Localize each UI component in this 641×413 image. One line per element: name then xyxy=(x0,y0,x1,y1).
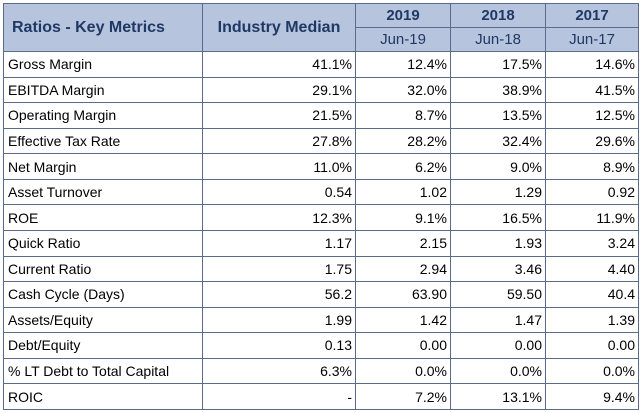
value-2017: 41.5% xyxy=(545,76,639,104)
table-row: Asset Turnover 0.54 1.02 1.29 0.92 xyxy=(3,178,639,206)
value-2019: 8.7% xyxy=(355,102,451,129)
period-header-jun-18: Jun-18 xyxy=(450,27,546,52)
value-2019: 0.00 xyxy=(355,332,451,359)
metric-label: Cash Cycle (Days) xyxy=(3,281,203,308)
metric-label: ROIC xyxy=(3,383,203,410)
metric-label: Assets/Equity xyxy=(3,306,203,334)
value-2018: 59.50 xyxy=(450,281,546,308)
value-2019: 63.90 xyxy=(355,281,451,308)
industry-median-value: 0.54 xyxy=(202,178,356,206)
metric-label: Operating Margin xyxy=(3,102,203,129)
value-2019: 32.0% xyxy=(355,76,451,104)
value-2018: 1.47 xyxy=(450,306,546,334)
value-2018: 32.4% xyxy=(450,127,546,155)
table-row: Gross Margin 41.1% 12.4% 17.5% 14.6% xyxy=(3,51,639,78)
industry-median-value: 27.8% xyxy=(202,127,356,155)
value-2019: 6.2% xyxy=(355,153,451,180)
industry-median-value: 29.1% xyxy=(202,76,356,104)
value-2018: 13.1% xyxy=(450,383,546,410)
table-row: Net Margin 11.0% 6.2% 9.0% 8.9% xyxy=(3,153,639,180)
value-2018: 13.5% xyxy=(450,102,546,129)
table-row: % LT Debt to Total Capital 6.3% 0.0% 0.0% 0.… xyxy=(3,357,639,385)
table-row: Debt/Equity 0.13 0.00 0.00 0.00 xyxy=(3,332,639,359)
value-2017: 4.40 xyxy=(545,255,639,283)
industry-median-value: 11.0% xyxy=(202,153,356,180)
value-2017: 3.24 xyxy=(545,229,639,257)
table-row: Assets/Equity 1.99 1.42 1.47 1.39 xyxy=(3,306,639,334)
table-body: Gross Margin 41.1% 12.4% 17.5% 14.6% EBITDA M… xyxy=(3,51,639,410)
header-period-row: Jun-19 Jun-18 Jun-17 xyxy=(4,27,639,52)
industry-median-value: 1.75 xyxy=(202,255,356,283)
table-title: Ratios - Key Metrics xyxy=(3,3,203,52)
value-2018: 1.29 xyxy=(450,178,546,206)
metric-label: Quick Ratio xyxy=(3,229,203,257)
value-2019: 12.4% xyxy=(355,51,451,78)
value-2018: 3.46 xyxy=(450,255,546,283)
value-2019: 0.0% xyxy=(355,357,451,385)
value-2017: 40.4 xyxy=(545,281,639,308)
table-row: Cash Cycle (Days) 56.2 63.90 59.50 40.4 xyxy=(3,281,639,308)
metric-label: Effective Tax Rate xyxy=(3,127,203,155)
value-2019: 1.42 xyxy=(355,306,451,334)
metric-label: EBITDA Margin xyxy=(3,76,203,104)
header-year-row: Ratios - Key Metrics Industry Median 201… xyxy=(3,3,639,52)
industry-median-value: 41.1% xyxy=(202,51,356,78)
value-2018: 16.5% xyxy=(450,204,546,231)
table-row: Operating Margin 21.5% 8.7% 13.5% 12.5% xyxy=(3,102,639,129)
table-row: ROIC -7.2% 13.1% 9.4% xyxy=(3,383,639,410)
industry-median-value: 1.17 xyxy=(202,229,356,257)
value-2017: 29.6% xyxy=(545,127,639,155)
industry-median-value: 56.2 xyxy=(202,281,356,308)
value-2018: 1.93 xyxy=(450,229,546,257)
value-2018: 17.5% xyxy=(450,51,546,78)
value-2019: 7.2% xyxy=(355,383,451,410)
value-2017: 11.9% xyxy=(545,204,639,231)
value-2019: 2.94 xyxy=(355,255,451,283)
industry-median-value: 0.13 xyxy=(202,332,356,359)
value-2018: 9.0% xyxy=(450,153,546,180)
industry-median-value: 12.3% xyxy=(202,204,356,231)
industry-median-value: 21.5% xyxy=(202,102,356,129)
period-header-jun-19: Jun-19 xyxy=(355,27,451,52)
value-2017: 14.6% xyxy=(545,51,639,78)
value-2018: 38.9% xyxy=(450,76,546,104)
value-2019: 1.02 xyxy=(355,178,451,206)
metric-label: Net Margin xyxy=(3,153,203,180)
ratios-table: Ratios - Key Metrics Industry Median 201… xyxy=(3,3,639,410)
table-row: Current Ratio 1.75 2.94 3.46 4.40 xyxy=(3,255,639,283)
value-2017: 0.92 xyxy=(545,178,639,206)
table-row: ROE 12.3% 9.1% 16.5% 11.9% xyxy=(3,204,639,231)
industry-median-value: 6.3% xyxy=(202,357,356,385)
value-2017: 1.39 xyxy=(545,306,639,334)
value-2017: 9.4% xyxy=(545,383,639,410)
year-header-2018: 2018 xyxy=(450,3,546,28)
value-2017: 8.9% xyxy=(545,153,639,180)
value-2017: 0.0% xyxy=(545,357,639,385)
industry-median-header: Industry Median xyxy=(202,3,356,52)
value-2018: 0.0% xyxy=(450,357,546,385)
table-row: EBITDA Margin 29.1% 32.0% 38.9% 41.5% xyxy=(3,76,639,104)
metric-label: Gross Margin xyxy=(3,51,203,78)
value-2019: 2.15 xyxy=(355,229,451,257)
metric-label: % LT Debt to Total Capital xyxy=(3,357,203,385)
industry-median-value: 1.99 xyxy=(202,306,356,334)
year-header-2017: 2017 xyxy=(545,3,639,28)
metric-label: Asset Turnover xyxy=(3,178,203,206)
table-header: Ratios - Key Metrics Industry Median 201… xyxy=(3,3,639,52)
metric-label: ROE xyxy=(3,204,203,231)
table-row: Quick Ratio 1.17 2.15 1.93 3.24 xyxy=(3,229,639,257)
value-2017: 0.00 xyxy=(545,332,639,359)
year-header-2019: 2019 xyxy=(355,3,451,28)
value-2019: 28.2% xyxy=(355,127,451,155)
value-2017: 12.5% xyxy=(545,102,639,129)
metric-label: Debt/Equity xyxy=(3,332,203,359)
metric-label: Current Ratio xyxy=(3,255,203,283)
industry-median-value: - xyxy=(202,383,356,410)
table-row: Effective Tax Rate 27.8% 28.2% 32.4% 29.6% xyxy=(3,127,639,155)
value-2018: 0.00 xyxy=(450,332,546,359)
value-2019: 9.1% xyxy=(355,204,451,231)
period-header-jun-17: Jun-17 xyxy=(545,27,639,52)
